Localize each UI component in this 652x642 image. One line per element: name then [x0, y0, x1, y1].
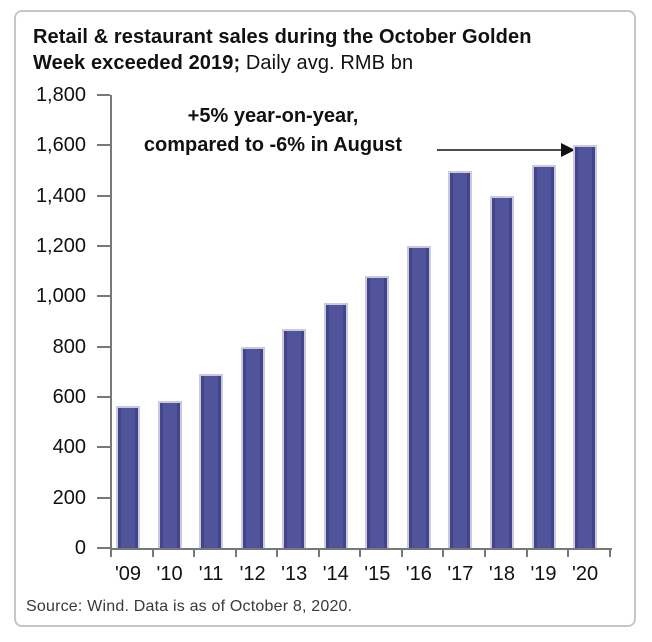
- x-axis-label: '16: [405, 563, 432, 585]
- chart-title-subtitle: Daily avg. RMB bn: [240, 52, 414, 74]
- source-note: Source: Wind. Data is as of October 8, 2…: [26, 598, 353, 615]
- y-tick: [97, 496, 110, 499]
- x-tick: [525, 550, 528, 557]
- y-axis-label: 0: [74, 537, 86, 559]
- y-axis-label: 1,600: [35, 134, 86, 157]
- bar-16: [406, 246, 431, 548]
- x-axis-label: '11: [198, 563, 224, 585]
- y-tick: [97, 245, 110, 247]
- x-tick: [400, 550, 403, 557]
- y-axis-label: 1,200: [35, 235, 86, 257]
- annotation-line-2: compared to -6% in August: [143, 134, 403, 156]
- x-tick: [483, 550, 486, 557]
- y-tick: [97, 295, 110, 298]
- bar-13: [282, 329, 307, 548]
- y-tick: [97, 396, 110, 398]
- annotation-arrow-line: [437, 149, 561, 151]
- x-tick: [442, 550, 445, 557]
- x-axis-label: '09: [114, 563, 142, 585]
- x-axis-label: '20: [572, 563, 599, 585]
- y-axis-label: 1,400: [35, 184, 86, 207]
- bar-19: [531, 165, 556, 548]
- y-axis-line: [110, 95, 112, 550]
- y-axis-label: 400: [52, 436, 86, 459]
- x-tick: [359, 550, 362, 557]
- annotation-line-1: +5% year-on-year,: [187, 105, 359, 127]
- x-axis-label: '19: [530, 563, 557, 585]
- x-tick: [151, 550, 154, 557]
- x-axis-label: '12: [239, 563, 266, 585]
- chart-title: Retail & restaurant sales during the Oct…: [33, 24, 581, 76]
- x-axis-line: [110, 548, 612, 550]
- chart-container: Retail & restaurant sales during the Oct…: [14, 10, 636, 627]
- x-tick: [193, 550, 196, 557]
- y-tick: [97, 446, 110, 449]
- bar-17: [448, 170, 473, 548]
- y-axis-label: 200: [52, 486, 86, 509]
- bar-18: [489, 195, 514, 548]
- x-axis-label: '14: [322, 563, 349, 585]
- bar-09: [116, 405, 140, 548]
- bar-15: [365, 276, 390, 548]
- x-tick: [317, 550, 320, 557]
- y-tick: [97, 144, 110, 147]
- annotation-arrow-head-icon: [561, 143, 575, 157]
- bar-14: [323, 302, 348, 548]
- bar-12: [240, 346, 265, 548]
- x-axis-label: '17: [447, 563, 474, 585]
- bar-11: [199, 374, 224, 548]
- annotation: +5% year-on-year, compared to -6% in Aug…: [112, 102, 434, 160]
- x-axis-label: '15: [364, 563, 391, 585]
- bar-10: [157, 400, 182, 548]
- x-tick: [276, 550, 279, 557]
- bar-20: [573, 145, 598, 548]
- y-tick: [97, 94, 110, 96]
- y-tick: [97, 547, 110, 549]
- y-axis-label: 1,000: [35, 285, 86, 308]
- x-tick: [567, 550, 570, 557]
- x-tick: [234, 550, 237, 557]
- y-tick: [97, 345, 110, 348]
- x-axis-label: '18: [488, 563, 515, 585]
- y-tick: [97, 194, 110, 197]
- x-axis-label: '13: [281, 563, 308, 585]
- x-tick: [608, 550, 611, 557]
- x-tick: [110, 550, 112, 557]
- x-axis-label: '10: [156, 563, 183, 585]
- y-axis-label: 1,800: [35, 84, 86, 106]
- chart-title-emphasis: Retail & restaurant sales during the Oct…: [33, 26, 532, 74]
- y-axis-label: 600: [52, 386, 86, 408]
- y-axis-label: 800: [52, 335, 86, 358]
